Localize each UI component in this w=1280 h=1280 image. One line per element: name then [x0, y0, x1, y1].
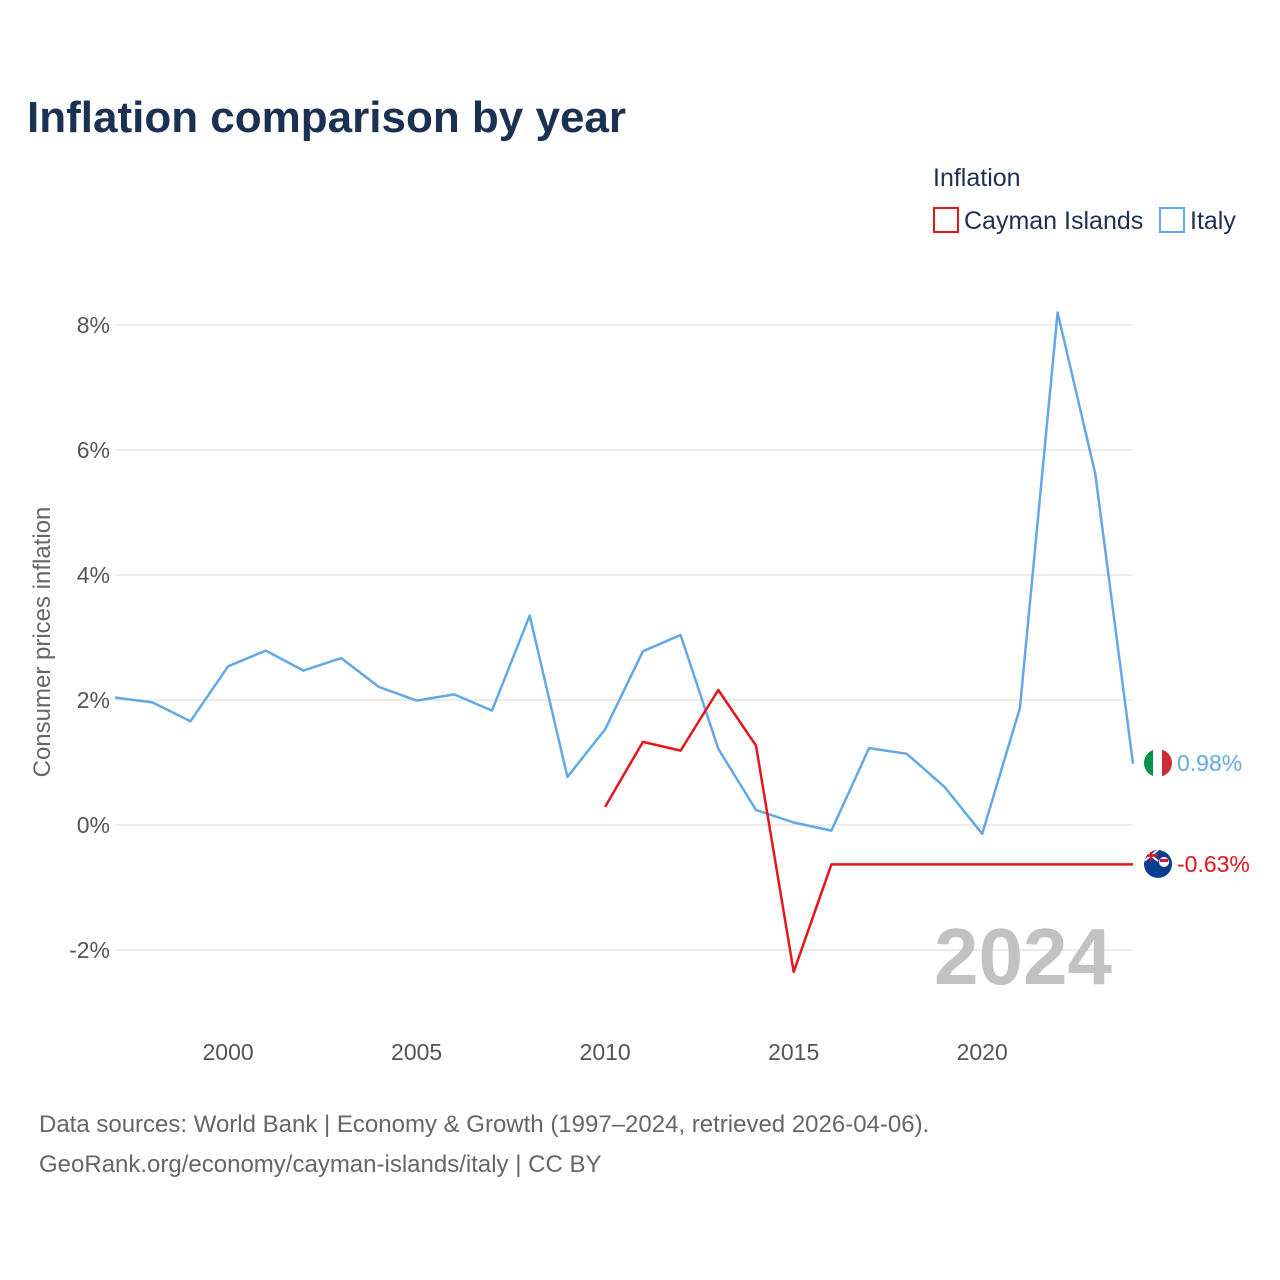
series-line-cayman-islands[interactable] [604, 688, 1133, 974]
source-url-text[interactable]: GeoRank.org/economy/cayman-islands/italy… [39, 1151, 601, 1178]
series-lines [114, 311, 1135, 974]
cayman-islands-end-value: -0.63% [1177, 851, 1250, 877]
y-tick-label: 2% [77, 687, 110, 713]
y-axis-ticks: -2% 0% 2% 4% 6% 8% [69, 312, 110, 963]
data-source-text: Data sources: World Bank | Economy & Gro… [39, 1111, 929, 1138]
gridlines [115, 324, 1133, 951]
legend: Inflation Cayman Islands Italy [933, 164, 1236, 235]
x-tick-label: 2005 [391, 1039, 442, 1065]
legend-swatch-italy[interactable] [1159, 207, 1185, 233]
x-axis-ticks: 2000 2005 2010 2015 2020 [203, 1039, 1008, 1065]
y-tick-label: 8% [77, 312, 110, 338]
italy-flag-icon [1144, 749, 1172, 777]
cayman-islands-flag-icon [1144, 850, 1172, 878]
y-tick-label: -2% [69, 937, 110, 963]
chart-title: Inflation comparison by year [27, 93, 626, 142]
italy-end-value: 0.98% [1177, 750, 1242, 776]
x-tick-label: 2010 [580, 1039, 631, 1065]
y-tick-label: 4% [77, 562, 110, 588]
x-tick-label: 2000 [203, 1039, 254, 1065]
x-tick-label: 2015 [768, 1039, 819, 1065]
series-line-italy[interactable] [114, 311, 1135, 836]
y-tick-label: 6% [77, 437, 110, 463]
y-tick-label: 0% [77, 812, 110, 838]
cayman-islands-end-marker: -0.63% [1144, 850, 1250, 878]
legend-label-cayman-islands[interactable]: Cayman Islands [964, 207, 1143, 235]
italy-end-marker: 0.98% [1144, 749, 1242, 777]
legend-label-italy[interactable]: Italy [1190, 207, 1236, 235]
legend-swatch-cayman-islands[interactable] [933, 207, 959, 233]
y-axis-label: Consumer prices inflation [29, 507, 56, 778]
legend-title: Inflation [933, 164, 1021, 192]
x-tick-label: 2020 [957, 1039, 1008, 1065]
year-watermark: 2024 [934, 912, 1112, 1001]
